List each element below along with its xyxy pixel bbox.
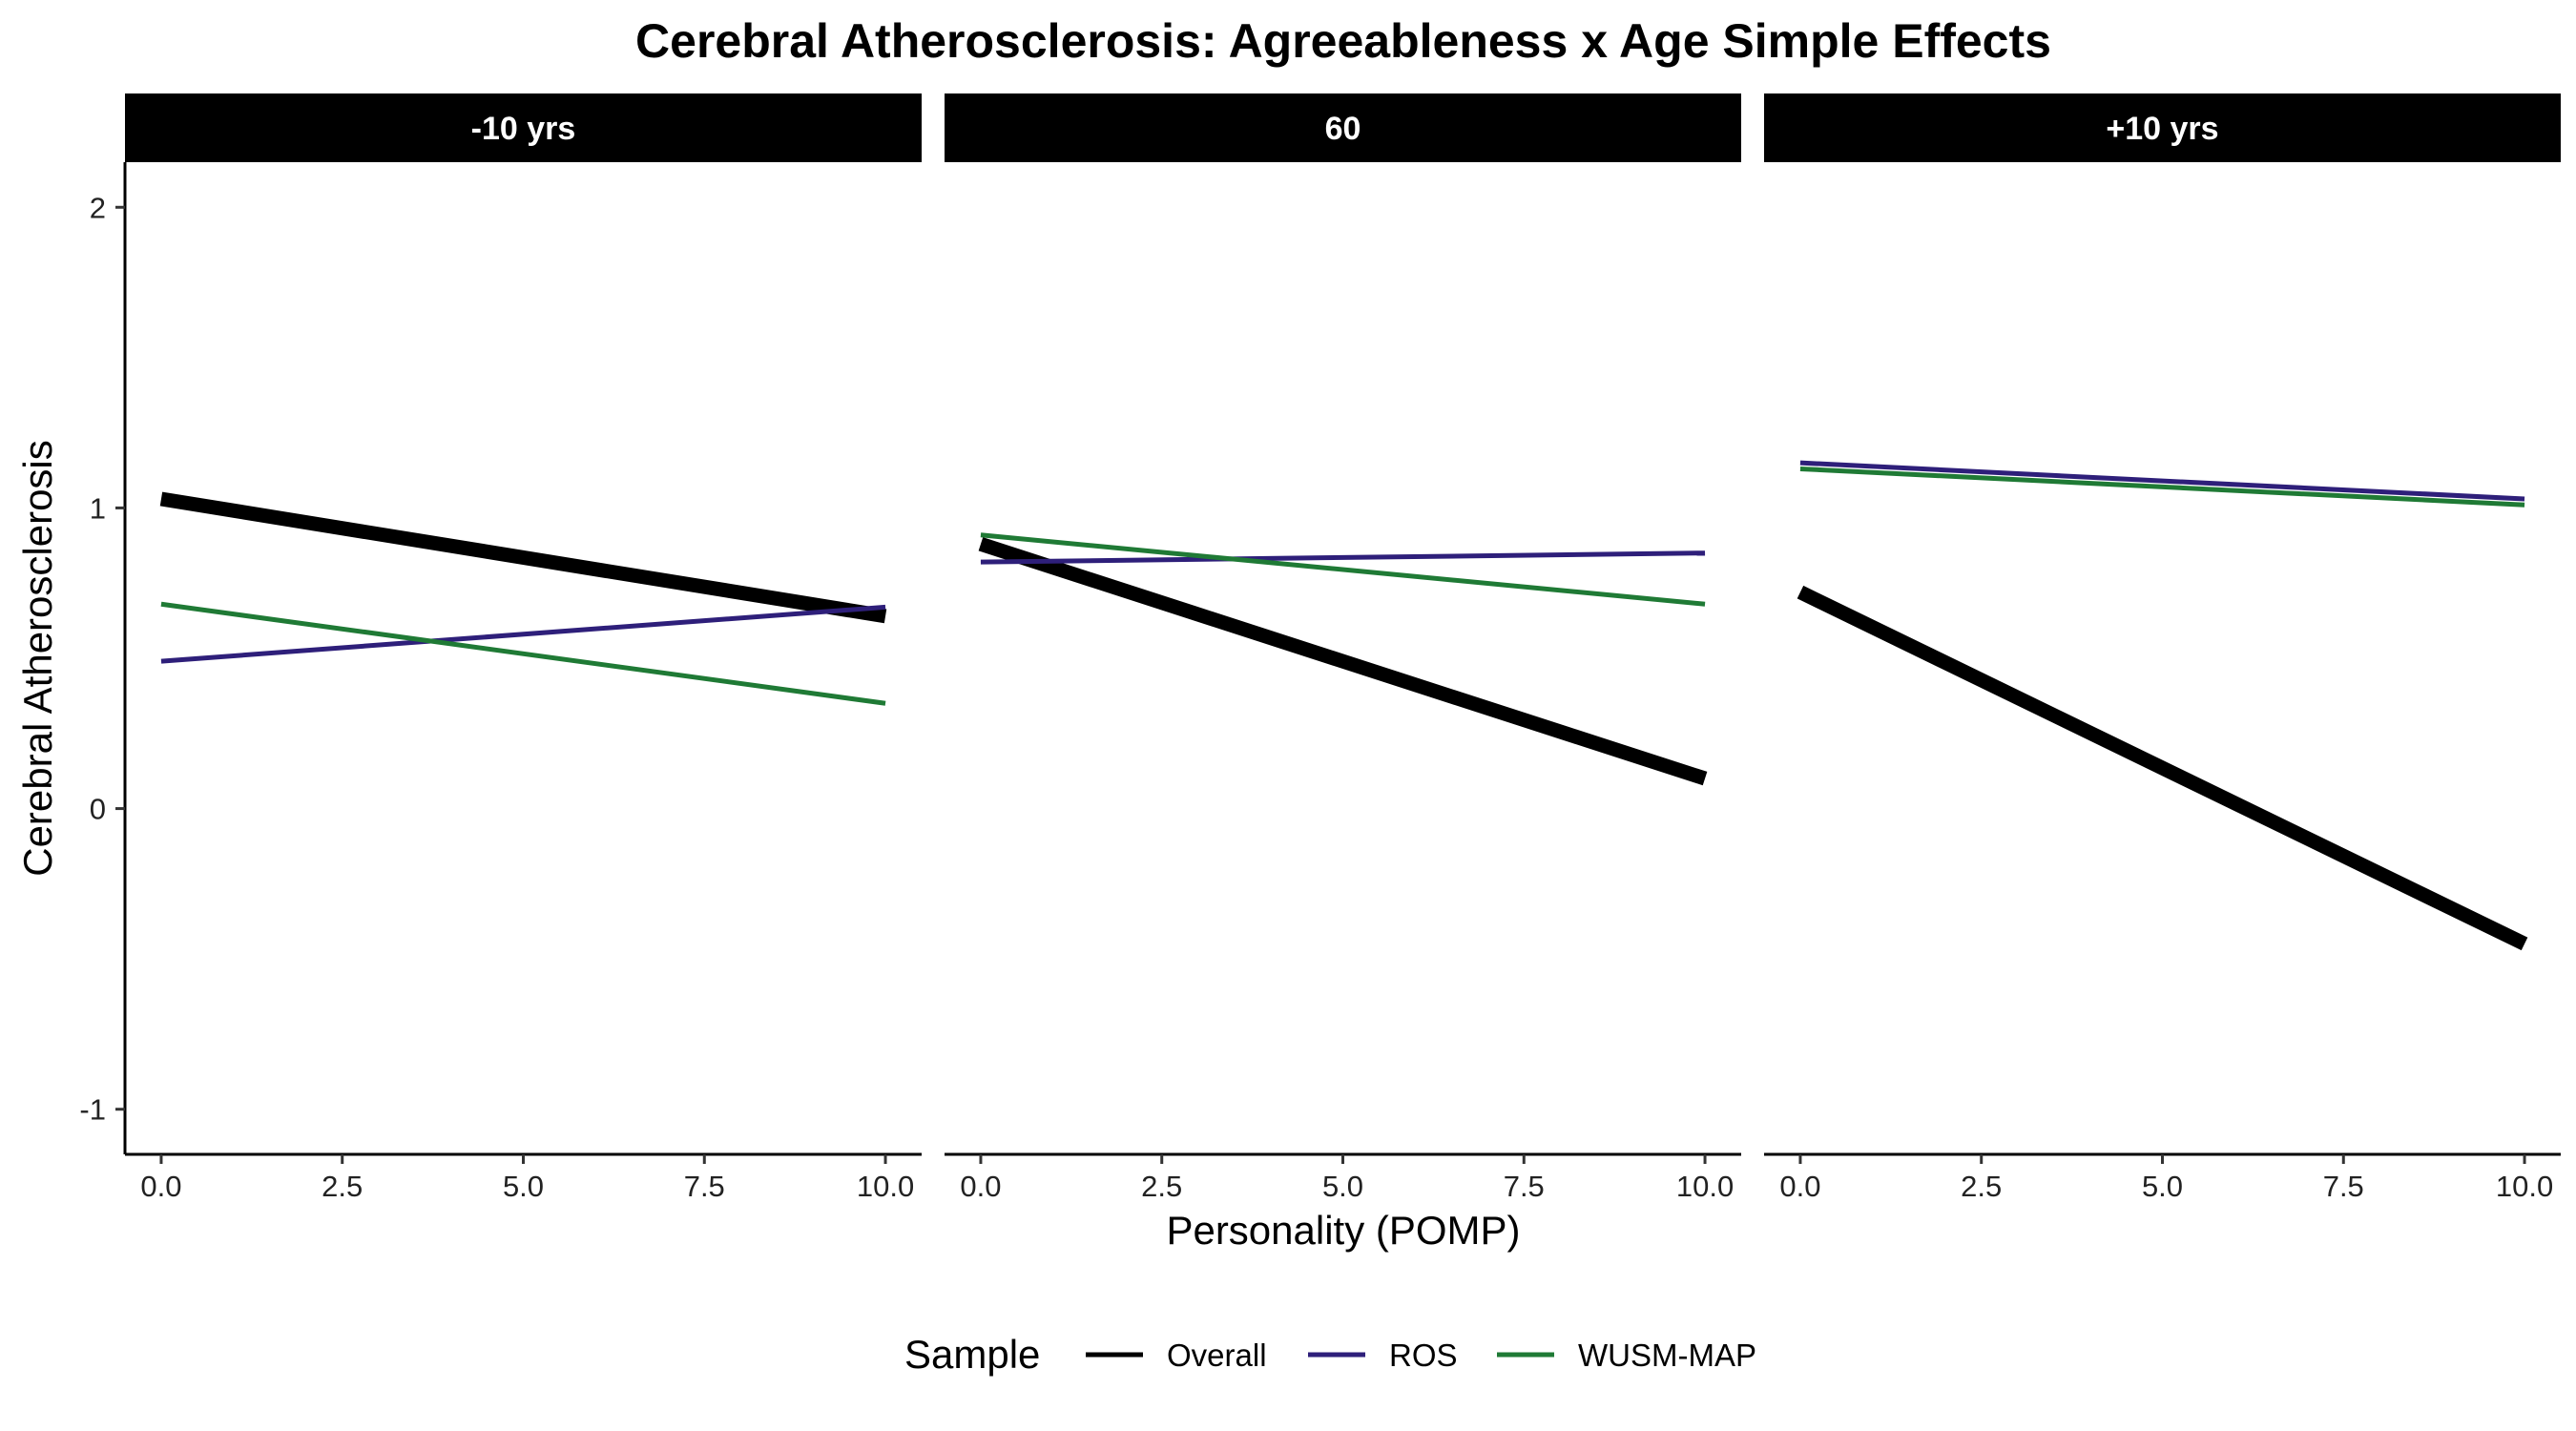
legend-item: Overall (1086, 1338, 1267, 1373)
x-tick-label: 0.0 (1779, 1170, 1820, 1203)
series-line-wusm-map (1799, 466, 2525, 508)
legend-item: WUSM-MAP (1497, 1338, 1756, 1373)
series-line-ros (1799, 460, 2525, 502)
legend-item: ROS (1308, 1338, 1458, 1373)
series-line-wusm-map (980, 532, 1706, 607)
facet-strip-label: -10 yrs (471, 111, 576, 147)
legend: Sample Overall ROS WUSM-MAP (904, 1332, 1756, 1377)
legend-label: WUSM-MAP (1578, 1338, 1756, 1373)
x-tick-label: 0.0 (140, 1170, 181, 1203)
chart-title: Cerebral Atherosclerosis: Agreeableness … (635, 14, 2051, 68)
x-tick-label: 10.0 (2496, 1170, 2553, 1203)
series-line-overall (1797, 585, 2528, 951)
facet-strip (125, 93, 922, 162)
facet-panel: -10 yrs 0.0 2.5 5.0 7.5 10.0 (125, 93, 922, 1203)
series-line-ros (160, 604, 886, 664)
y-axis-title: Cerebral Atherosclerosis (15, 440, 60, 877)
series-line-wusm-map (160, 601, 886, 706)
facet-panels: -10 yrs 0.0 2.5 5.0 7.5 10.0 60 0.0 2.5 5.0 7.5 10.… (125, 93, 2561, 1203)
y-tick-label: 2 (90, 191, 106, 224)
series-line-overall (159, 491, 887, 624)
y-tick-label: 1 (90, 491, 106, 525)
y-axis: -1 0 1 2 (79, 162, 127, 1154)
facet-strip (1764, 93, 2561, 162)
legend-label: ROS (1389, 1338, 1458, 1373)
x-tick-label: 5.0 (503, 1170, 544, 1203)
x-tick-label: 7.5 (684, 1170, 725, 1203)
series-line-overall (978, 537, 1708, 786)
legend-label: Overall (1167, 1338, 1267, 1373)
x-axis-title: Personality (POMP) (1166, 1208, 1520, 1253)
facet-panel: +10 yrs 0.0 2.5 5.0 7.5 10.0 (1764, 93, 2561, 1203)
facet-strip-label: 60 (1325, 111, 1361, 147)
legend-title: Sample (904, 1332, 1040, 1377)
x-tick-label: 2.5 (1141, 1170, 1182, 1203)
x-tick-label: 2.5 (1961, 1170, 2002, 1203)
facet-strip (945, 93, 1741, 162)
facet-panel: 60 0.0 2.5 5.0 7.5 10.0 (945, 93, 1741, 1203)
y-tick-label: 0 (90, 793, 106, 826)
x-tick-label: 7.5 (2323, 1170, 2364, 1203)
x-tick-label: 10.0 (857, 1170, 914, 1203)
x-tick-label: 7.5 (1504, 1170, 1545, 1203)
x-tick-label: 10.0 (1676, 1170, 1734, 1203)
x-tick-label: 5.0 (2142, 1170, 2183, 1203)
x-tick-label: 5.0 (1322, 1170, 1363, 1203)
x-tick-label: 0.0 (960, 1170, 1001, 1203)
x-tick-label: 2.5 (322, 1170, 363, 1203)
series-line-ros (980, 550, 1706, 565)
y-tick-label: -1 (79, 1093, 106, 1127)
facet-strip-label: +10 yrs (2106, 111, 2218, 147)
